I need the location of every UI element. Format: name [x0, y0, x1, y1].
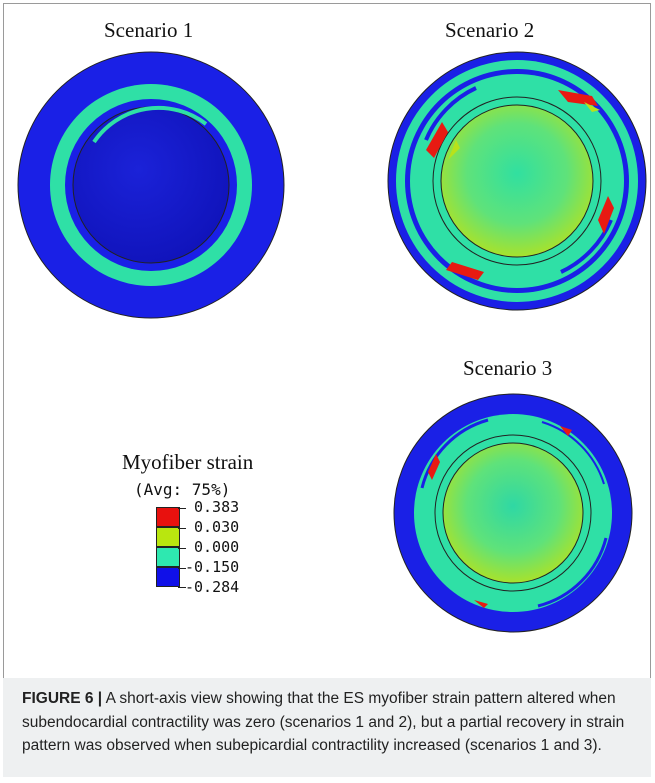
caption-label: FIGURE 6 | [22, 690, 103, 707]
legend-value: 0.383 [194, 498, 240, 516]
yellow-patch-2 [584, 102, 600, 112]
legend-tick [178, 568, 186, 569]
blue-arc-1 [420, 418, 489, 489]
legend-average: (Avg: 75%) [134, 480, 231, 499]
legend-value: -0.284 [185, 578, 240, 596]
red-patch-2 [560, 426, 572, 436]
scenario-2-title: Scenario 2 [445, 18, 535, 42]
caption-text: A short-axis view showing that the ES my… [22, 690, 625, 754]
legend-tick [178, 548, 186, 549]
red-patch-3 [598, 196, 614, 234]
legend-tick [178, 528, 186, 529]
scenario-1-disc [17, 51, 285, 319]
cavity [440, 104, 594, 258]
red-patch-4 [446, 262, 484, 280]
blue-arc-1 [424, 86, 477, 141]
legend-swatch-red [156, 507, 180, 527]
legend-title: Myofiber strain [122, 450, 254, 474]
scenario-3-title: Scenario 3 [463, 356, 553, 380]
legend-swatch-cyan-green [156, 547, 180, 567]
legend-tick [178, 587, 186, 588]
red-patch-2 [558, 90, 598, 106]
red-patch-3 [474, 600, 488, 608]
endo-arc [92, 105, 208, 144]
legend-swatch-blue [156, 567, 180, 587]
cavity [442, 442, 584, 584]
legend-value: -0.150 [185, 558, 240, 576]
red-patch-1 [428, 454, 440, 480]
yellow-patch-1 [448, 140, 460, 160]
scenario-1-title: Scenario 1 [104, 18, 194, 42]
blue-arc-2 [537, 537, 608, 608]
figure-caption: FIGURE 6 | A short-axis view showing tha… [22, 687, 640, 758]
blue-arc-2 [560, 219, 613, 274]
red-patch-1 [426, 122, 448, 158]
cavity [72, 106, 230, 264]
scenario-3-disc [393, 393, 633, 633]
scenario-2-disc [387, 51, 647, 311]
legend-value: 0.000 [194, 538, 240, 556]
legend-swatch-yellow-green [156, 527, 180, 547]
legend-tick [178, 508, 186, 509]
caption-background [3, 678, 651, 777]
blue-arc-3 [541, 421, 605, 485]
legend-value: 0.030 [194, 518, 240, 536]
